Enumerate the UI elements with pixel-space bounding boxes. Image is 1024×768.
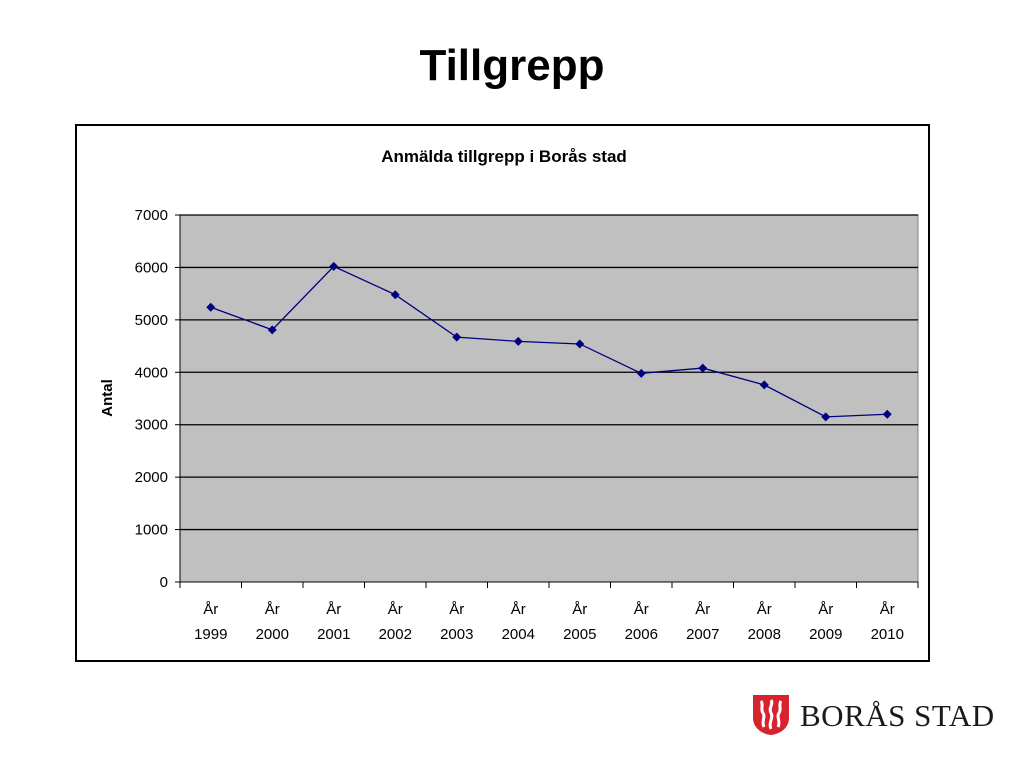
y-tick-label: 3000 [135, 417, 168, 434]
x-tick-label: 2007 [686, 626, 719, 643]
data-point [759, 380, 769, 390]
slide-title: Tillgrepp [419, 41, 605, 90]
x-tick-label: 2008 [748, 626, 781, 643]
x-tick-label: 2006 [625, 626, 658, 643]
x-tick-label: 2001 [317, 626, 350, 643]
x-tick-label: År [572, 601, 587, 618]
data-point [636, 368, 646, 378]
logo-text: BORÅS STAD [800, 698, 995, 733]
x-tick-label: År [388, 601, 403, 618]
y-tick-label: 0 [160, 574, 168, 591]
data-point [513, 336, 523, 346]
data-point [821, 412, 831, 422]
x-tick-label: 1999 [194, 626, 227, 643]
chart-title: Anmälda tillgrepp i Borås stad [381, 147, 627, 166]
y-tick-label: 7000 [135, 207, 168, 224]
y-tick-label: 4000 [135, 364, 168, 381]
data-point [206, 302, 216, 312]
x-tick-label: År [695, 601, 710, 618]
x-tick-label: År [326, 601, 341, 618]
x-tick-label: 2009 [809, 626, 842, 643]
x-tick-label: År [757, 601, 772, 618]
data-point [390, 290, 400, 300]
y-tick-label: 5000 [135, 312, 168, 329]
x-tick-label: År [511, 601, 526, 618]
data-point [452, 332, 462, 342]
x-tick-label: År [265, 601, 280, 618]
x-tick-label: 2000 [256, 626, 289, 643]
x-tick-label: År [818, 601, 833, 618]
data-point [698, 363, 708, 373]
x-tick-label: År [634, 601, 649, 618]
x-tick-label: 2003 [440, 626, 473, 643]
series-line [210, 265, 888, 418]
data-point [882, 409, 892, 419]
data-point [267, 325, 277, 335]
x-tick-label: 2002 [379, 626, 412, 643]
x-tick-label: År [449, 601, 464, 618]
plot-area [179, 214, 919, 583]
x-tick-label: 2005 [563, 626, 596, 643]
boras-stad-logo: BORÅS STAD [752, 694, 1002, 738]
x-tick-label: År [880, 601, 895, 618]
y-tick-label: 6000 [135, 259, 168, 276]
y-tick-label: 1000 [135, 522, 168, 539]
data-point [575, 339, 585, 349]
data-point [329, 261, 339, 271]
x-tick-label: 2004 [502, 626, 535, 643]
x-tick-label: 2010 [871, 626, 904, 643]
y-axis-label: Antal [99, 379, 116, 417]
x-tick-label: År [203, 601, 218, 618]
y-tick-label: 2000 [135, 469, 168, 486]
boras-coat-of-arms-icon [753, 695, 789, 735]
